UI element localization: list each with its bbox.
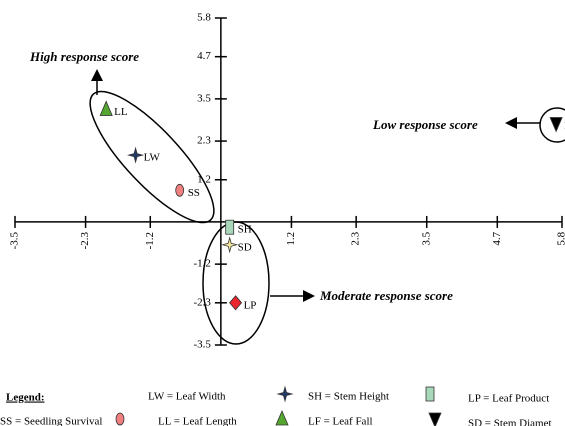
legend-label: SD = Stem Diamet (468, 418, 552, 426)
legend-label: LL = Leaf Length (158, 416, 237, 426)
marker (229, 295, 243, 311)
marker (276, 385, 294, 403)
marker (127, 146, 145, 164)
x-tick-label: 1.2 (285, 232, 297, 246)
marker (549, 117, 563, 133)
point-label: SH (238, 224, 252, 236)
point-label: SS (188, 187, 200, 199)
legend-label: LF = Leaf Fall (308, 416, 373, 426)
y-tick-label: 4.7 (197, 50, 211, 62)
y-tick-label: -1.2 (193, 258, 210, 270)
y-tick-label: 3.5 (197, 92, 211, 104)
x-tick-label: 2.3 (350, 231, 362, 245)
point-label: LL (114, 106, 128, 118)
annotation: Low response score (372, 117, 478, 132)
point-label: SD (238, 241, 252, 253)
y-tick-label: 2.3 (197, 135, 211, 147)
x-tick-label: 3.5 (420, 231, 432, 245)
marker (115, 412, 125, 426)
point-label: LW (144, 152, 161, 164)
cluster-outline (202, 221, 270, 345)
cluster-outline (539, 107, 565, 143)
marker (428, 412, 442, 426)
marker (175, 183, 185, 197)
cluster-outline (89, 90, 215, 224)
y-tick-label: 5.8 (197, 12, 211, 24)
marker (425, 386, 435, 402)
marker (99, 100, 113, 116)
marker (275, 409, 289, 426)
annotation: High response score (29, 49, 139, 64)
point-label: LP (244, 299, 257, 311)
y-tick-label: 1.2 (197, 173, 211, 185)
y-tick-label: -2.3 (193, 296, 211, 308)
x-tick-label: -2.3 (79, 231, 91, 249)
annotation: Moderate response score (319, 288, 453, 303)
y-tick-label: -3.5 (193, 339, 211, 351)
legend-label: SH = Stem Height (308, 391, 389, 403)
legend-label: LP = Leaf Product (468, 393, 549, 405)
x-tick-label: 4.7 (491, 231, 503, 245)
x-tick-label: -1.2 (144, 232, 156, 249)
legend-label: SS = Seedling Survival (0, 416, 102, 426)
legend-title: Legend: (6, 392, 45, 404)
x-tick-label: 5.8 (556, 231, 565, 245)
marker (225, 219, 235, 235)
x-tick-label: -3.5 (9, 231, 21, 249)
marker (221, 236, 239, 254)
legend-label: LW = Leaf Width (148, 391, 226, 403)
